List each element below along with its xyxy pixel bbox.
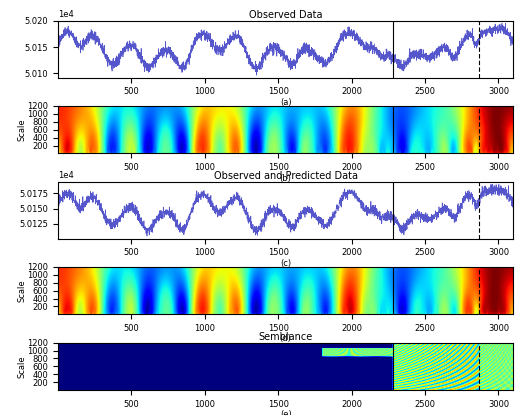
Title: Observed Data: Observed Data [249, 10, 322, 20]
Y-axis label: Scale: Scale [17, 279, 26, 302]
X-axis label: (c): (c) [280, 259, 291, 268]
Y-axis label: Scale: Scale [17, 355, 26, 378]
X-axis label: (e): (e) [280, 410, 291, 415]
X-axis label: (b): (b) [280, 173, 291, 183]
X-axis label: (a): (a) [280, 98, 291, 107]
X-axis label: (d): (d) [280, 334, 291, 344]
Title: Semblance: Semblance [259, 332, 313, 342]
Y-axis label: Scale: Scale [17, 118, 26, 141]
Title: Observed and Predicted Data: Observed and Predicted Data [214, 171, 358, 181]
